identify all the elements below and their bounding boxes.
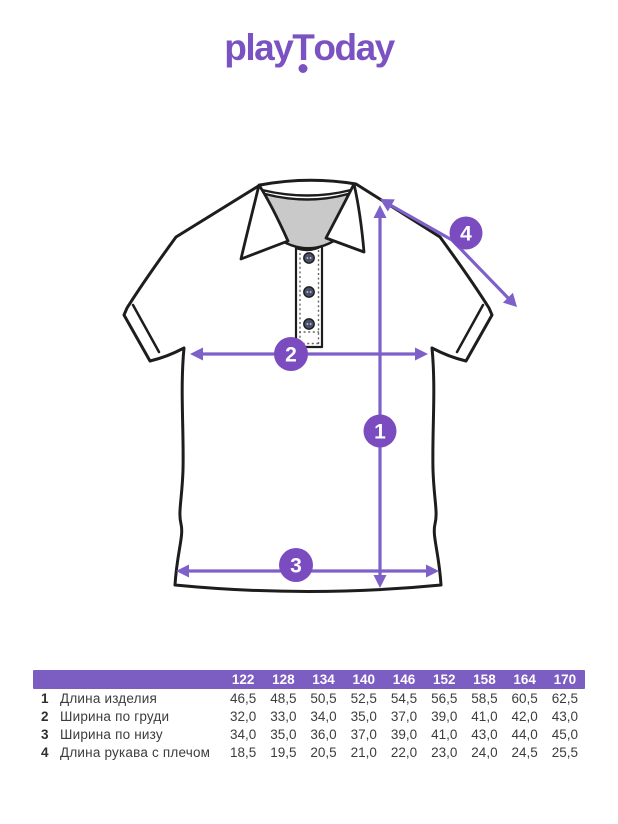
measure-label: 4 Длина рукава с плечом: [33, 745, 223, 760]
table-row: 3 Ширина по низу 34,0 35,0 36,0 37,0 39,…: [33, 725, 585, 743]
measure-marker-4: 4: [449, 216, 483, 250]
measure-name: Длина рукава с плечом: [60, 744, 211, 760]
size-column-header: 164: [513, 672, 536, 687]
measure-arrow-length: [373, 205, 387, 588]
marker-3-label: 3: [290, 555, 302, 578]
logo-dot-icon: [298, 64, 308, 73]
size-column-header: 158: [473, 672, 496, 687]
measurement-markers: 1 2 3 4: [274, 216, 483, 582]
measure-index: 2: [41, 708, 49, 724]
polo-measurement-diagram: 1 2 3 4: [122, 178, 517, 593]
measure-value: 56,5: [431, 690, 458, 706]
button-icon: [303, 318, 315, 330]
measure-value: 25,5: [551, 744, 579, 760]
measure-value: 42,0: [511, 708, 538, 724]
measure-index: 1: [41, 690, 49, 706]
size-column-header: 146: [392, 672, 416, 687]
measure-value: 34,0: [310, 708, 337, 724]
measure-value: 58,5: [471, 690, 498, 706]
placket-stitching: [298, 250, 320, 345]
placket-buttons: [303, 252, 315, 330]
measure-value: 18,5: [229, 744, 257, 760]
left-cuff-seam: [131, 303, 161, 354]
measure-name: Длина изделия: [60, 690, 157, 706]
measure-value: 52,5: [350, 690, 377, 706]
size-column-header: 170: [553, 672, 577, 687]
brand-logo: playT oday: [0, 26, 618, 73]
measure-value: 48,5: [270, 690, 297, 706]
marker-1-label: 1: [374, 421, 386, 444]
measure-value: 32,0: [229, 708, 257, 724]
collar-right-wing: [324, 182, 366, 254]
size-table-header: 122 128 134 140 146 152 158 164 170: [33, 670, 585, 689]
measure-value: 35,0: [270, 726, 297, 742]
measure-value: 33,0: [270, 708, 297, 724]
measure-name: Ширина по низу: [60, 726, 163, 742]
measure-value: 54,5: [390, 690, 418, 706]
measure-value: 21,0: [350, 744, 377, 760]
marker-2-label: 2: [285, 344, 297, 367]
button-icon: [303, 286, 315, 298]
measure-value: 43,0: [471, 726, 498, 742]
measure-value: 36,0: [310, 726, 337, 742]
measure-marker-2: 2: [274, 337, 308, 371]
logo-text-play: play: [224, 27, 294, 68]
size-column-header: 128: [272, 672, 295, 687]
table-row: 4 Длина рукава с плечом 18,5 19,5 20,5 2…: [33, 743, 585, 761]
size-table: 122 128 134 140 146 152 158 164 170 1 Дл…: [33, 670, 585, 761]
marker-4-label: 4: [460, 223, 472, 246]
size-column-header: 122: [231, 672, 255, 687]
measure-value: 50,5: [310, 690, 337, 706]
shirt-body-outline: [122, 178, 494, 593]
table-row: 2 Ширина по груди 32,0 33,0 34,0 35,0 37…: [33, 707, 585, 725]
measure-value: 19,5: [270, 744, 297, 760]
measure-index: 3: [41, 726, 49, 742]
measure-value: 41,0: [431, 726, 458, 742]
measure-value: 44,0: [511, 726, 538, 742]
measure-value: 20,5: [310, 744, 337, 760]
measure-value: 34,0: [229, 726, 257, 742]
logo-letter-t: T: [292, 26, 315, 73]
measure-value: 45,0: [551, 726, 579, 742]
measure-value: 43,0: [551, 708, 579, 724]
logo-text-oday: oday: [313, 27, 395, 68]
size-column-header: 140: [352, 672, 376, 687]
measure-marker-1: 1: [363, 414, 397, 448]
size-column-header: 134: [312, 672, 335, 687]
measure-value: 39,0: [431, 708, 458, 724]
measure-value: 41,0: [471, 708, 498, 724]
button-icon: [303, 252, 315, 264]
measure-label: 3 Ширина по низу: [33, 727, 223, 742]
measure-label: 2 Ширина по груди: [33, 709, 223, 724]
measure-arrow-chest: [190, 347, 428, 361]
logo-text-t: T: [292, 27, 315, 68]
measure-value: 35,0: [350, 708, 377, 724]
measure-value: 39,0: [390, 726, 418, 742]
measure-value: 62,5: [551, 690, 579, 706]
measure-value: 37,0: [350, 726, 377, 742]
measure-value: 46,5: [229, 690, 257, 706]
measure-value: 22,0: [390, 744, 418, 760]
right-cuff-seam: [455, 303, 485, 354]
measure-value: 24,0: [471, 744, 498, 760]
polo-shirt-drawing: [122, 178, 494, 593]
measure-value: 60,5: [511, 690, 538, 706]
measure-label: 1 Длина изделия: [33, 691, 223, 706]
measure-value: 24,5: [511, 744, 538, 760]
measure-marker-3: 3: [279, 548, 313, 582]
collar-left-wing: [239, 183, 290, 261]
measure-name: Ширина по груди: [60, 708, 170, 724]
table-row: 1 Длина изделия 46,5 48,5 50,5 52,5 54,5…: [33, 689, 585, 707]
size-column-header: 152: [432, 672, 456, 687]
measure-value: 37,0: [390, 708, 418, 724]
collar-band-line: [260, 188, 353, 197]
measure-value: 23,0: [431, 744, 458, 760]
measure-index: 4: [41, 744, 49, 760]
